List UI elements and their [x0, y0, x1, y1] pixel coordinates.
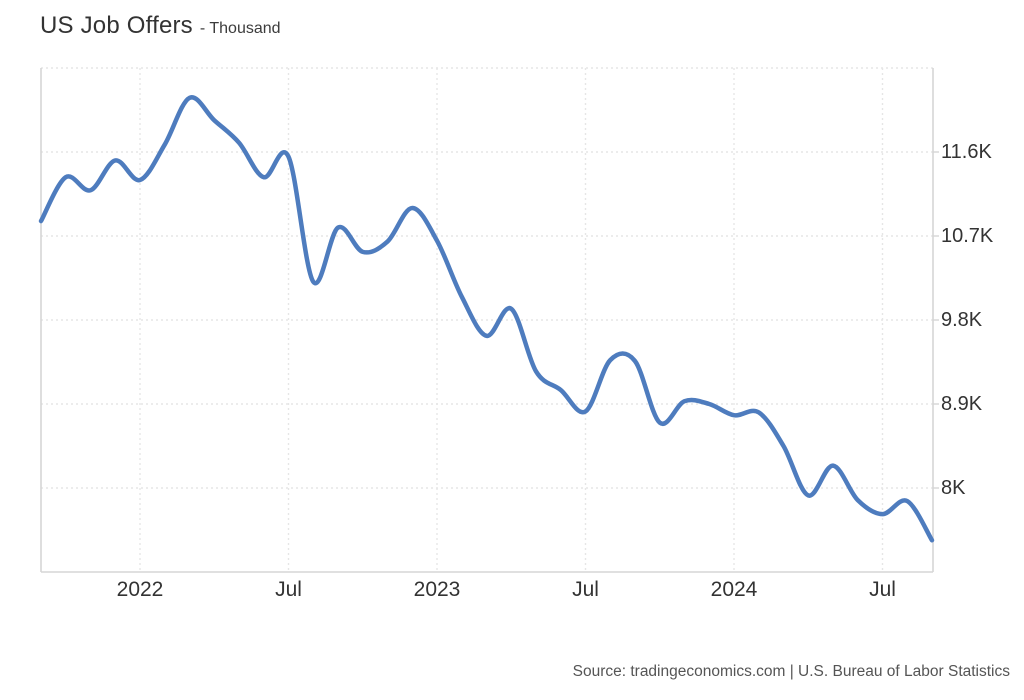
chart-header: US Job Offers - Thousand	[40, 12, 281, 40]
chart-subtitle: - Thousand	[199, 20, 281, 37]
x-axis-label: Jul	[572, 578, 599, 601]
y-axis-label: 11.6K	[941, 141, 992, 163]
x-axis-label: 2022	[116, 578, 164, 601]
x-axis-label: 2023	[413, 578, 461, 601]
y-axis-label: 10.7K	[941, 225, 994, 247]
series-line-us-job-offers[interactable]	[38, 95, 935, 543]
x-axis-label: Jul	[275, 578, 302, 601]
x-axis-label: 2024	[710, 578, 758, 601]
y-axis-label: 9.8K	[941, 309, 983, 331]
y-axis-label: 8.9K	[941, 393, 983, 415]
source-attribution: Source: tradingeconomics.com | U.S. Bure…	[572, 663, 1010, 680]
y-axis-label: 8K	[941, 477, 966, 499]
chart-title: US Job Offers	[40, 12, 193, 39]
x-axis-label: Jul	[869, 578, 896, 601]
